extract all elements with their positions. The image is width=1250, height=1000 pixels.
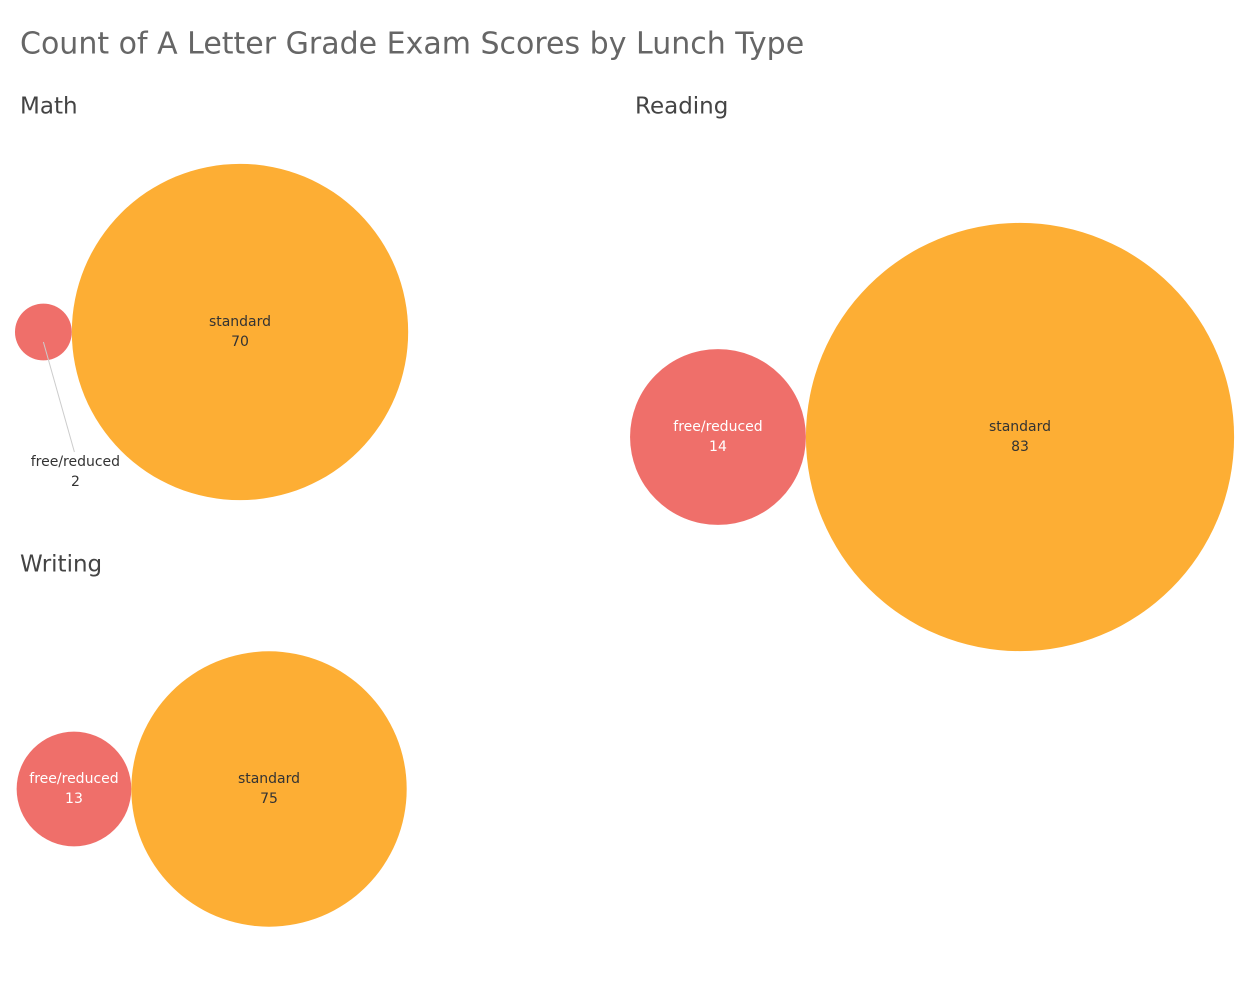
bubble-label: free/reduced [31,454,120,470]
bubble [14,303,72,361]
panel-title: Writing [20,552,102,578]
bubble-label: standard [238,771,300,787]
bubble-value: 83 [1011,439,1029,455]
panel-title: Reading [635,94,728,120]
panel-title: Math [20,94,78,120]
bubble-value: 2 [71,474,80,490]
bubble-chart: Reading free/reduced 14 standard 83 [630,94,1235,652]
dashboard-title: Count of A Letter Grade Exam Scores by L… [20,27,804,62]
bubble-value: 13 [65,791,83,807]
bubble [71,163,409,501]
bubble-label: free/reduced [29,771,118,787]
bubble [630,349,806,525]
bubble [16,731,132,847]
bubble-label: standard [209,314,271,330]
bubble-label: standard [989,419,1051,435]
bubble-chart: Math free/reduced 2 standard 70 [14,94,409,501]
bubble-value: 75 [260,791,278,807]
bubble-label: free/reduced [673,419,762,435]
bubble-value: 70 [231,334,249,350]
leader-line [42,341,75,453]
bubble [131,651,407,927]
bubble [805,222,1235,652]
bubble-value: 14 [709,439,727,455]
bubble-chart: Writing free/reduced 13 standard 75 [16,552,407,927]
